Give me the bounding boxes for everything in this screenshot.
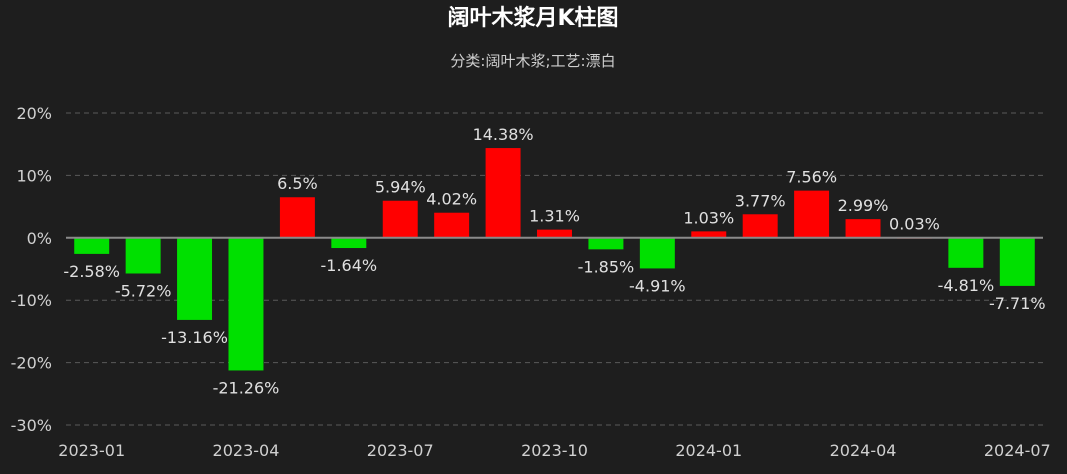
y-tick-label: 0% [27, 229, 52, 248]
bar-2024-06 [948, 237, 984, 268]
data-label: -1.64% [321, 256, 378, 275]
bar-2023-05 [279, 197, 315, 238]
data-label: 0.03% [889, 215, 940, 234]
data-label: 1.31% [529, 207, 580, 226]
data-label: -2.58% [63, 262, 120, 281]
bar-2023-10 [537, 229, 572, 238]
data-label: 1.03% [683, 208, 734, 227]
chart-title: 阔叶木浆月K柱图 [447, 5, 618, 31]
data-label: 3.77% [735, 191, 786, 210]
bar-2023-03 [177, 237, 213, 320]
data-label: 4.02% [426, 190, 477, 209]
bar-2023-01 [74, 237, 110, 254]
y-tick-label: -20% [11, 354, 52, 373]
x-tick-label: 2023-04 [213, 441, 280, 460]
bar-2024-04 [845, 219, 881, 238]
y-axis-ticks: 20% 10% 0% -10% -20% -30% [11, 104, 52, 435]
data-label: -7.71% [989, 294, 1046, 313]
bar-2023-06 [331, 237, 367, 249]
y-tick-label: 20% [16, 104, 52, 123]
data-labels: -2.58%-5.72% -13.16% -21.26% 6.5% -1.64% 5.94… [63, 125, 1045, 397]
data-label: 7.56% [786, 168, 837, 187]
data-label: 5.94% [375, 178, 426, 197]
bar-2024-07 [999, 237, 1035, 286]
bar-2023-12 [639, 237, 675, 269]
data-label: 14.38% [473, 125, 534, 144]
x-tick-label: 2023-07 [367, 441, 434, 460]
y-tick-label: -30% [11, 416, 52, 435]
y-tick-label: -10% [11, 291, 52, 310]
bars [74, 148, 1035, 371]
y-tick-label: 10% [16, 166, 52, 185]
chart-subtitle: 分类:阔叶木浆;工艺:漂白 [450, 52, 615, 70]
bar-2023-02 [125, 237, 161, 274]
x-tick-label: 2023-10 [521, 441, 588, 460]
data-label: 2.99% [838, 196, 889, 215]
bar-2023-09 [485, 148, 521, 238]
data-label: -13.16% [161, 328, 228, 347]
x-tick-label: 2024-07 [984, 441, 1051, 460]
data-label: -4.91% [629, 276, 686, 295]
bar-2023-11 [588, 237, 624, 250]
bar-2024-02 [742, 214, 778, 238]
bar-2024-01 [691, 231, 727, 238]
bar-2023-04 [228, 237, 264, 371]
data-label: -1.85% [578, 257, 635, 276]
x-tick-label: 2023-01 [58, 441, 125, 460]
x-axis-ticks: 2023-01 2023-04 2023-07 2023-10 2024-01 2024-… [58, 441, 1050, 460]
bar-2024-03 [794, 190, 830, 238]
x-tick-label: 2024-04 [830, 441, 897, 460]
data-label: 6.5% [277, 174, 318, 193]
data-label: -5.72% [115, 281, 172, 300]
bar-2023-07 [382, 200, 418, 238]
x-tick-label: 2024-01 [675, 441, 742, 460]
bar-2023-08 [434, 212, 470, 238]
data-label: -4.81% [938, 276, 995, 295]
data-label: -21.26% [213, 378, 280, 397]
